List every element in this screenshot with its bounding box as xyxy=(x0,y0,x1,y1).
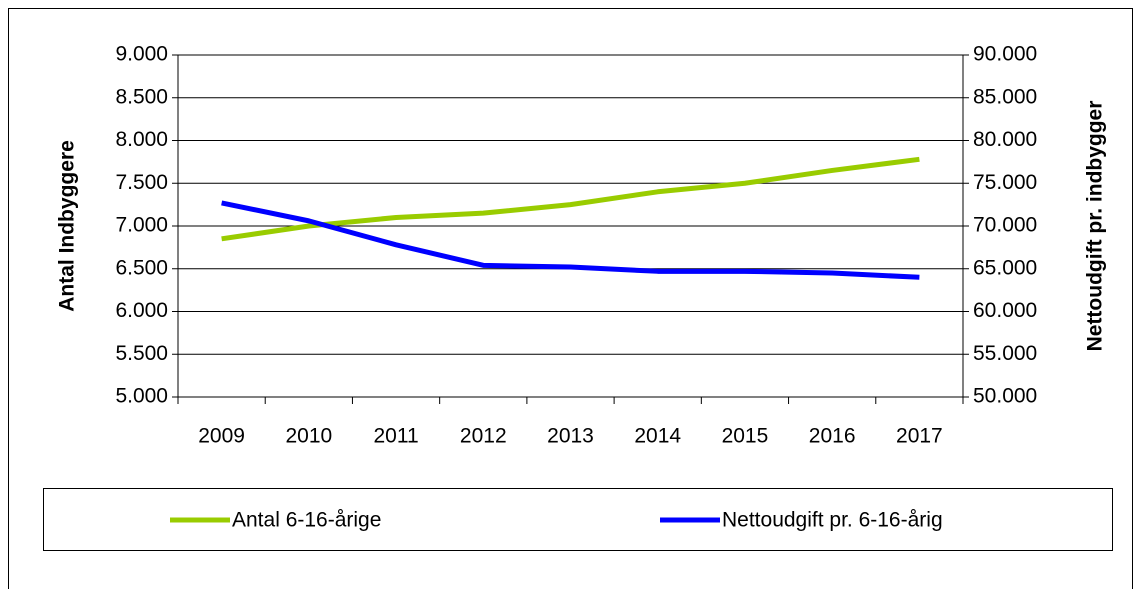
y2-tick-label: 70.000 xyxy=(973,214,1037,237)
data-line xyxy=(221,200,920,280)
legend-label: Antal 6-16-årige xyxy=(232,509,381,532)
x-tick-label: 2012 xyxy=(460,425,507,448)
x-tick-label: 2011 xyxy=(373,425,418,448)
y2-tick-label: 90.000 xyxy=(973,43,1037,66)
y-tick-label: 7.500 xyxy=(115,171,168,194)
y2-tick-label: 75.000 xyxy=(973,171,1037,194)
x-tick-label: 2009 xyxy=(198,425,245,448)
y-tick-label: 8.500 xyxy=(115,85,168,108)
y-tick-label: 6.000 xyxy=(115,299,168,322)
legend-label: Nettoudgift pr. 6-16-årig xyxy=(722,509,943,532)
y-tick-label: 8.000 xyxy=(115,128,168,151)
x-tick-label: 2014 xyxy=(634,425,681,448)
data-line xyxy=(221,156,920,242)
y2-tick-label: 65.000 xyxy=(973,256,1037,279)
chart-frame xyxy=(8,8,1133,589)
y-axis-title: Antal Indbyggere xyxy=(56,140,79,312)
y-tick-label: 6.500 xyxy=(115,256,168,279)
y-tick-label: 9.000 xyxy=(115,43,168,66)
y2-tick-label: 85.000 xyxy=(973,85,1037,108)
x-tick-label: 2013 xyxy=(547,425,594,448)
y2-tick-label: 50.000 xyxy=(973,385,1037,408)
x-tick-label: 2010 xyxy=(285,425,332,448)
y2-axis-title: Nettoudgift pr. indbygger xyxy=(1084,101,1107,352)
y-tick-label: 7.000 xyxy=(115,214,168,237)
x-tick-label: 2017 xyxy=(896,425,943,448)
x-tick-label: 2016 xyxy=(809,425,856,448)
legend-box xyxy=(43,488,1113,551)
y2-tick-label: 60.000 xyxy=(973,299,1037,322)
y2-tick-label: 55.000 xyxy=(973,342,1037,365)
y-tick-label: 5.000 xyxy=(115,385,168,408)
y2-tick-label: 80.000 xyxy=(973,128,1037,151)
x-tick-label: 2015 xyxy=(722,425,769,448)
y-tick-label: 5.500 xyxy=(115,342,168,365)
